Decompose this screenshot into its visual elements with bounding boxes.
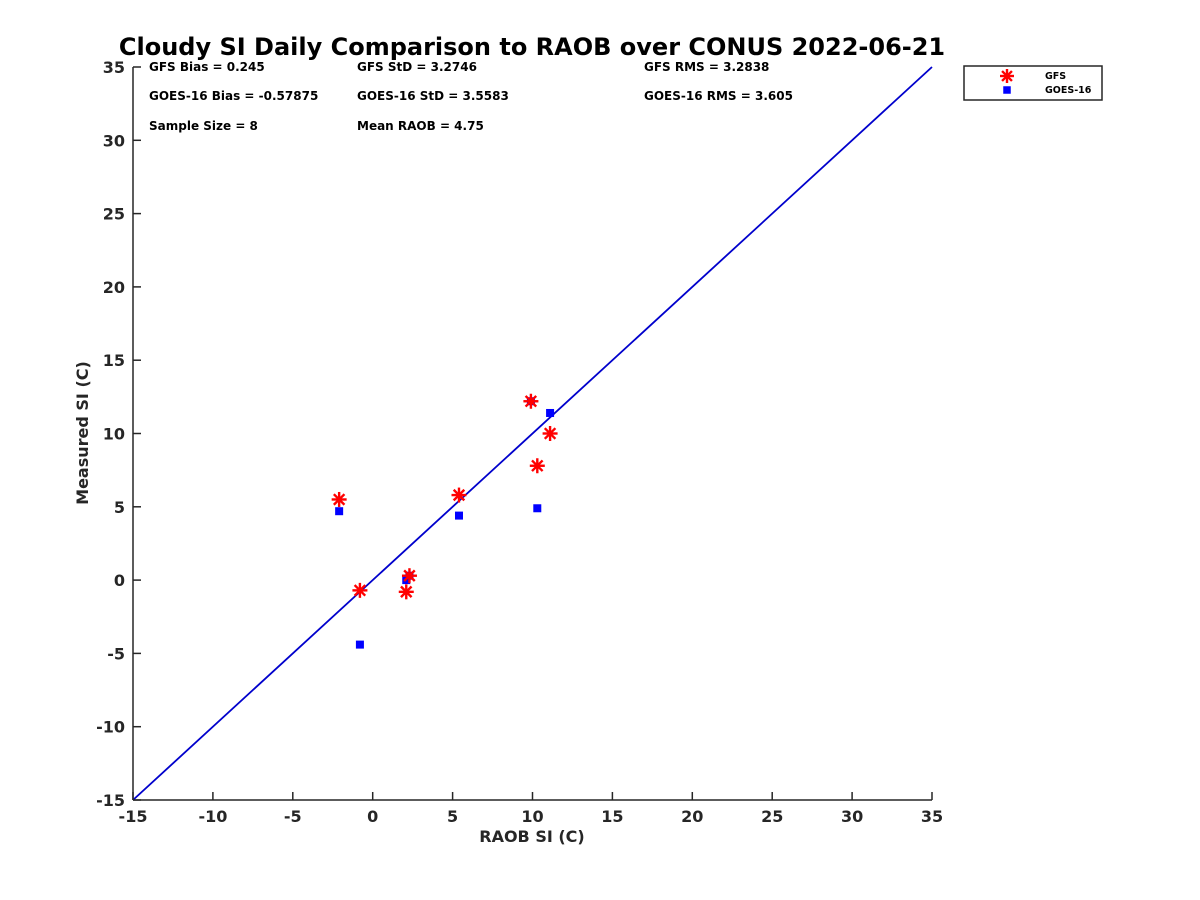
x-tick-label: 5	[447, 807, 458, 826]
goes-16-point	[355, 640, 364, 649]
legend-label-gfs: GFS	[1045, 71, 1066, 82]
x-tick-label: -5	[284, 807, 302, 826]
y-tick-label: 0	[114, 571, 125, 590]
gfs-point	[398, 584, 414, 600]
y-axis-label: Measured SI (C)	[73, 361, 92, 505]
x-tick-label: 35	[921, 807, 943, 826]
reference-line	[132, 66, 933, 801]
x-axis-label: RAOB SI (C)	[479, 827, 584, 846]
x-tick-label: 10	[521, 807, 543, 826]
series-gfs	[331, 393, 558, 600]
y-tick-label: 35	[103, 58, 125, 77]
goes-16-point	[546, 408, 555, 417]
legend-box	[963, 65, 1103, 101]
x-tick-label: -15	[119, 807, 148, 826]
stats-annotations: GFS Bias = 0.245 GFS StD = 3.2746 GFS RM…	[149, 60, 793, 133]
stat-gfs-std: GFS StD = 3.2746	[357, 60, 477, 74]
y-tick-label: 20	[103, 278, 125, 297]
legend: GFS GOES-16	[963, 65, 1103, 101]
gfs-point	[401, 568, 417, 584]
gfs-point	[352, 582, 368, 598]
y-tick-label: -15	[96, 791, 125, 810]
legend-goes-square	[1003, 86, 1011, 94]
x-tick-label: 0	[367, 807, 378, 826]
series-goes-16	[335, 397, 555, 649]
x-tick-label: -10	[198, 807, 227, 826]
stat-goes-bias: GOES-16 Bias = -0.57875	[149, 89, 318, 103]
stat-gfs-rms: GFS RMS = 3.2838	[644, 60, 769, 74]
reference-line-group	[132, 66, 933, 801]
y-tick-label: 5	[114, 498, 125, 517]
legend-marker-goes	[1003, 86, 1011, 94]
x-tick-label: 20	[681, 807, 703, 826]
y-tick-label: 30	[103, 131, 125, 150]
y-axis-ticks: -15 -10 -5 0 5 10 15 20 25 30 35	[96, 58, 141, 810]
chart-title: Cloudy SI Daily Comparison to RAOB over …	[119, 33, 945, 61]
stat-goes-std: GOES-16 StD = 3.5583	[357, 89, 509, 103]
gfs-point	[331, 491, 347, 507]
stat-mean-raob: Mean RAOB = 4.75	[357, 119, 484, 133]
y-tick-label: -5	[107, 644, 125, 663]
y-tick-label: 25	[103, 205, 125, 224]
gfs-point	[542, 426, 558, 441]
gfs-point	[451, 487, 467, 503]
gfs-point	[529, 458, 545, 474]
y-tick-label: 15	[103, 351, 125, 370]
y-tick-label: -10	[96, 718, 125, 737]
gfs-point	[523, 393, 539, 409]
legend-marker-gfs	[1000, 69, 1014, 83]
legend-gfs-asterisk	[1000, 69, 1014, 83]
x-tick-label: 25	[761, 807, 783, 826]
series-layer	[331, 393, 558, 649]
goes-16-point	[533, 504, 542, 513]
x-tick-label: 30	[841, 807, 863, 826]
goes-16-point	[454, 511, 463, 520]
x-axis-ticks: -15 -10 -5 0 5 10 15 20 25 30 35	[119, 792, 943, 826]
stat-goes-rms: GOES-16 RMS = 3.605	[644, 89, 793, 103]
y-tick-label: 10	[103, 425, 125, 444]
stat-gfs-bias: GFS Bias = 0.245	[149, 60, 265, 74]
x-tick-label: 15	[601, 807, 623, 826]
stat-sample-size: Sample Size = 8	[149, 119, 258, 133]
legend-label-goes: GOES-16	[1045, 85, 1092, 96]
goes-16-point	[335, 507, 344, 516]
